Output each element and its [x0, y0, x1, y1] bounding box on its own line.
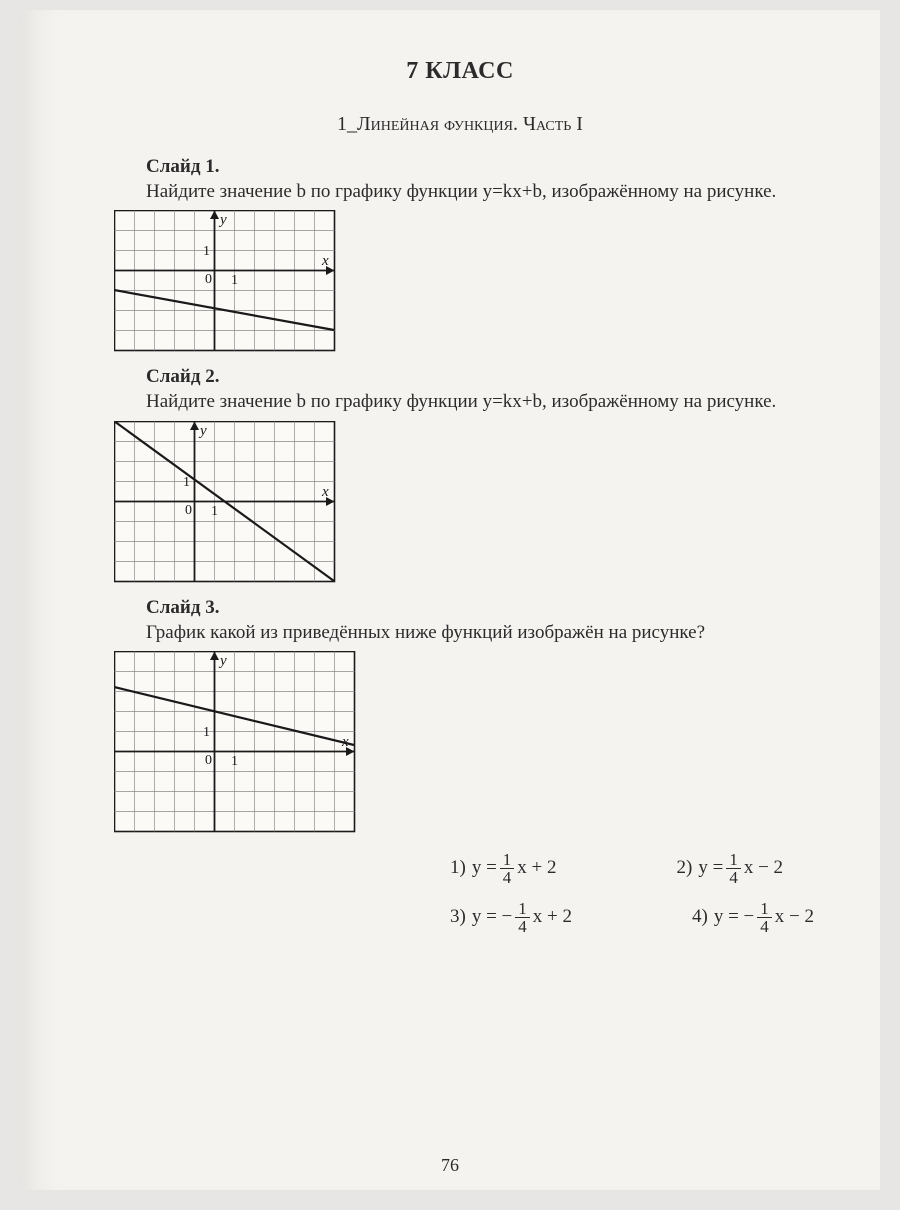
slide-3-graph: 0 1 1 x y — [114, 651, 810, 833]
answer-2-num: 2) — [677, 857, 693, 879]
answer-4-suffix: x − 2 — [775, 906, 814, 928]
slide-3-text: График какой из приведённых ниже функций… — [110, 621, 810, 645]
svg-text:1: 1 — [203, 725, 210, 740]
page-title: 7 КЛАСС — [110, 58, 810, 85]
page-number: 76 — [20, 1155, 880, 1176]
answer-1-frac: 14 — [500, 851, 515, 886]
svg-text:x: x — [341, 734, 349, 750]
slide-3-answers: 1) y = 14 x + 2 2) y = 14 x − 2 3) y = −… — [450, 851, 810, 935]
slide-1-text-inner: Найдите значение b по графику функции y=… — [146, 181, 776, 202]
svg-text:y: y — [218, 212, 227, 228]
slide-1-text: Найдите значение b по графику функции y=… — [110, 180, 810, 204]
answer-2: 2) y = 14 x − 2 — [677, 851, 784, 886]
svg-text:0: 0 — [185, 503, 192, 518]
answer-4-prefix: y = − — [714, 906, 754, 928]
svg-text:1: 1 — [231, 754, 238, 769]
answer-4: 4) y = − 14 x − 2 — [692, 900, 814, 935]
answer-3-frac: 14 — [515, 900, 530, 935]
answer-3-suffix: x + 2 — [533, 906, 572, 928]
svg-text:x: x — [321, 484, 329, 500]
graph-svg: 0 1 1 x y — [114, 651, 356, 833]
svg-text:1: 1 — [203, 244, 210, 259]
section-title: 1_Линейная функция. Часть I — [110, 113, 810, 136]
answer-3-prefix: y = − — [472, 906, 512, 928]
answer-3-num: 3) — [450, 906, 466, 928]
answer-1: 1) y = 14 x + 2 — [450, 851, 557, 886]
slide-2-text: Найдите значение b по графику функции y=… — [110, 390, 810, 414]
slide-1-head: Слайд 1. — [110, 156, 810, 178]
svg-text:0: 0 — [205, 272, 212, 287]
answer-2-frac: 14 — [726, 851, 741, 886]
svg-text:y: y — [218, 653, 227, 669]
graph-svg: 0 1 1 x y — [114, 210, 336, 352]
svg-text:1: 1 — [183, 475, 190, 490]
slide-2-head: Слайд 2. — [110, 366, 810, 388]
slide-3-text-inner: График какой из приведённых ниже функций… — [146, 622, 705, 643]
answer-4-num: 4) — [692, 906, 708, 928]
svg-text:1: 1 — [211, 504, 218, 519]
slide-1-graph: 0 1 1 x y — [114, 210, 810, 352]
svg-text:0: 0 — [205, 753, 212, 768]
answer-2-suffix: x − 2 — [744, 857, 783, 879]
svg-text:1: 1 — [231, 273, 238, 288]
svg-text:x: x — [321, 253, 329, 269]
graph-svg: 0 1 1 x y — [114, 421, 336, 583]
slide-2-graph: 0 1 1 x y — [114, 421, 810, 583]
page: 7 КЛАСС 1_Линейная функция. Часть I Слай… — [20, 10, 880, 1190]
answer-1-prefix: y = — [472, 857, 497, 879]
answer-4-frac: 14 — [757, 900, 772, 935]
slide-2-text-inner: Найдите значение b по графику функции y=… — [146, 391, 776, 412]
answer-2-prefix: y = — [698, 857, 723, 879]
svg-text:y: y — [198, 423, 207, 439]
answer-3: 3) y = − 14 x + 2 — [450, 900, 572, 935]
answer-1-num: 1) — [450, 857, 466, 879]
slide-3-head: Слайд 3. — [110, 597, 810, 619]
answer-1-suffix: x + 2 — [517, 857, 556, 879]
